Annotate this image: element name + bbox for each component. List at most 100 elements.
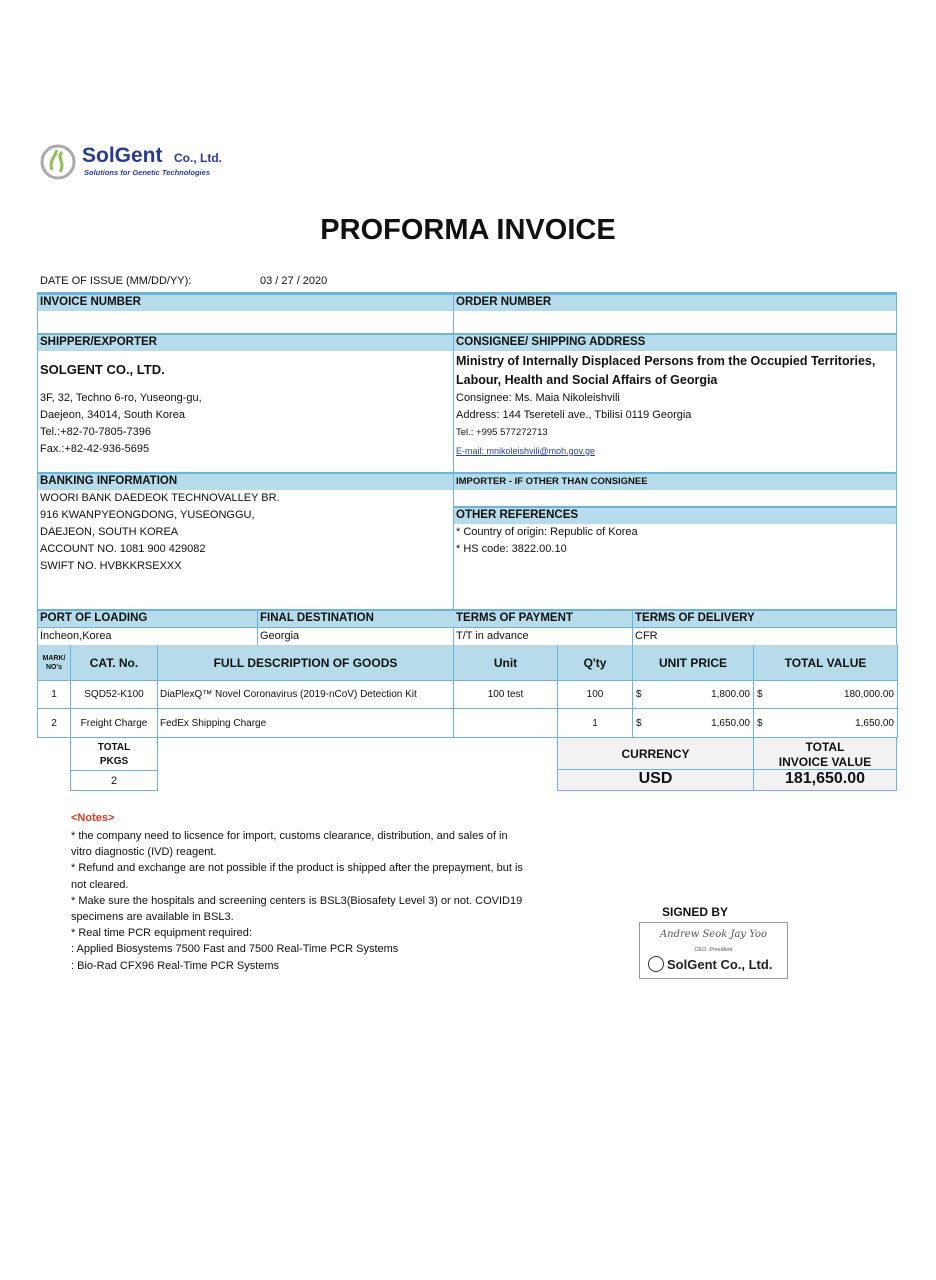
notes-list: * the company need to licsence for impor… [71,828,523,974]
banking-line: DAEJEON, SOUTH KOREA [40,526,179,538]
total-invoice-value: 181,650.00 [753,769,897,791]
banking-label: BANKING INFORMATION [38,472,453,490]
label-line: INVOICE VALUE [778,755,872,769]
row1-cat: SQD52-K100 [71,681,158,709]
row2-total: $1,650.00 [754,709,898,738]
row2-qty: 1 [558,709,633,738]
destination-label: FINAL DESTINATION [260,612,374,624]
payment-value: T/T in advance [456,630,529,642]
note-line: specimens are available in BSL3. [71,911,234,924]
note-line: * Make sure the hospitals and screening … [71,894,523,907]
signed-by-label: SIGNED BY [662,905,729,919]
destination-value: Georgia [260,630,300,642]
shipper-name: SOLGENT CO., LTD. [40,362,165,377]
port-value: Incheon,Korea [40,630,112,642]
consignee-email-link[interactable]: E-mail: mnikoleishvili@moh.gov.ge [456,446,596,456]
row1-unit: 100 test [454,681,558,709]
date-value: 03 / 27 / 2020 [260,275,328,287]
shipper-line: 3F, 32, Techno 6-ro, Yuseong-gu, [40,392,202,404]
delivery-value: CFR [635,630,658,642]
shipper-line: Tel.:+82-70-7805-7396 [40,426,151,438]
col-header-unit-price: UNIT PRICE [633,645,754,681]
col-header-unit: Unit [454,645,558,681]
label-line: TOTAL [97,742,131,753]
date-label: DATE OF ISSUE (MM/DD/YY): [40,275,192,287]
col-header-description: FULL DESCRIPTION OF GOODS [158,645,454,681]
note-line: * Real time PCR equipment required: [71,927,252,940]
signature-image: Andrew Seok Jay Yoo [659,929,768,940]
consignee-details: Consignee: Ms. Maia Nikoleishvili Addres… [456,390,691,460]
row2-mark: 2 [38,709,71,738]
payment-label: TERMS OF PAYMENT [456,612,573,624]
col-header-mark: MARK/ NO's [38,645,71,681]
notes-title: <Notes> [71,812,115,824]
total-pkgs-value: 2 [70,770,158,791]
total: 180,000.00 [843,689,894,700]
invoice-number-label: INVOICE NUMBER [38,293,453,311]
reference-line: * HS code: 3822.00.10 [456,543,567,555]
consignee-line: Consignee: Ms. Maia Nikoleishvili [456,392,620,404]
delivery-label: TERMS OF DELIVERY [635,612,755,624]
consignee-org: Ministry of Internally Displaced Persons… [456,352,875,390]
other-references: * Country of origin: Republic of Korea *… [456,524,638,558]
banking-details: WOORI BANK DAEDEOK TECHNOVALLEY BR. 916 … [40,490,280,575]
other-references-label: OTHER REFERENCES [454,506,896,524]
note-line: : Applied Biosystems 7500 Fast and 7500 … [71,943,399,956]
consignee-label: CONSIGNEE/ SHIPPING ADDRESS [454,333,896,351]
divider [453,292,454,646]
importer-label: IMPORTER - IF OTHER THAN CONSIGNEE [454,472,896,490]
stamp-logo: SolGent Co., Ltd. [648,956,772,972]
price: 1,800.00 [711,689,750,700]
consignee-line: Address: 144 Tsereteli ave., Tbilisi 011… [456,409,692,421]
divider [38,627,896,628]
row1-total: $180,000.00 [754,681,898,709]
consignee-org-line: Ministry of Internally Displaced Persons… [456,354,876,368]
shipper-line: Fax.:+82-42-936-5695 [40,443,150,455]
company-logo: SolGent Co., Ltd. Solutions for Genetic … [40,144,250,180]
banking-line: SWIFT NO. HVBKKRSEXXX [40,560,182,572]
port-label: PORT OF LOADING [40,612,148,624]
note-line: * Refund and exchange are not possible i… [71,862,523,875]
note-line: * the company need to licsence for impor… [71,830,508,842]
label-line: PKGS [99,756,129,767]
col-header-qty: Q'ty [558,645,633,681]
goods-table: MARK/ NO's CAT. No. FULL DESCRIPTION OF … [37,645,898,738]
signature-role: CEO. President [694,947,733,953]
note-line: not cleared. [71,878,129,891]
terms-header-row [38,609,896,627]
col-header-cat: CAT. No. [71,645,158,681]
shipper-line: Daejeon, 34014, South Korea [40,409,185,421]
signature-stamp: Andrew Seok Jay Yoo CEO. President SolGe… [639,922,788,979]
currency-symbol: $ [757,717,763,729]
label-line: TOTAL [805,740,845,754]
row1-description: DiaPlexQ™ Novel Coronavirus (2019-nCoV) … [158,681,454,709]
currency-symbol: $ [636,689,642,700]
consignee-org-line: Labour, Health and Social Affairs of Geo… [456,373,718,387]
row2-unit [454,709,558,738]
note-line: : Bio-Rad CFX96 Real-Time PCR Systems [71,959,280,972]
row1-qty: 100 [558,681,633,709]
row2-unit-price: $1,650.00 [633,709,754,738]
consignee-tel: Tel.: +995 577272713 [456,427,548,438]
banking-line: WOORI BANK DAEDEOK TECHNOVALLEY BR. [40,492,280,504]
total-invoice-label: TOTAL INVOICE VALUE [753,737,897,770]
logo-emblem-icon [40,144,76,180]
banking-line: 916 KWANPYEONGDONG, YUSEONGGU, [40,509,255,521]
logo-emblem-icon [648,956,664,972]
row2-description: FedEx Shipping Charge [158,709,454,738]
price: 1,650.00 [711,717,750,729]
currency-symbol: $ [757,689,763,700]
stamp-company: SolGent Co., Ltd. [667,957,773,972]
currency-value: USD [557,769,754,791]
currency-label: CURRENCY [557,737,754,770]
shipper-address: 3F, 32, Techno 6-ro, Yuseong-gu, Daejeon… [40,390,202,458]
row1-mark: 1 [38,681,71,709]
total: 1,650.00 [855,717,894,729]
page-title: PROFORMA INVOICE [320,214,616,246]
currency-symbol: $ [636,717,642,729]
row1-unit-price: $1,800.00 [633,681,754,709]
reference-line: * Country of origin: Republic of Korea [456,526,638,538]
shipper-label: SHIPPER/EXPORTER [38,333,453,351]
order-number-label: ORDER NUMBER [454,293,896,311]
